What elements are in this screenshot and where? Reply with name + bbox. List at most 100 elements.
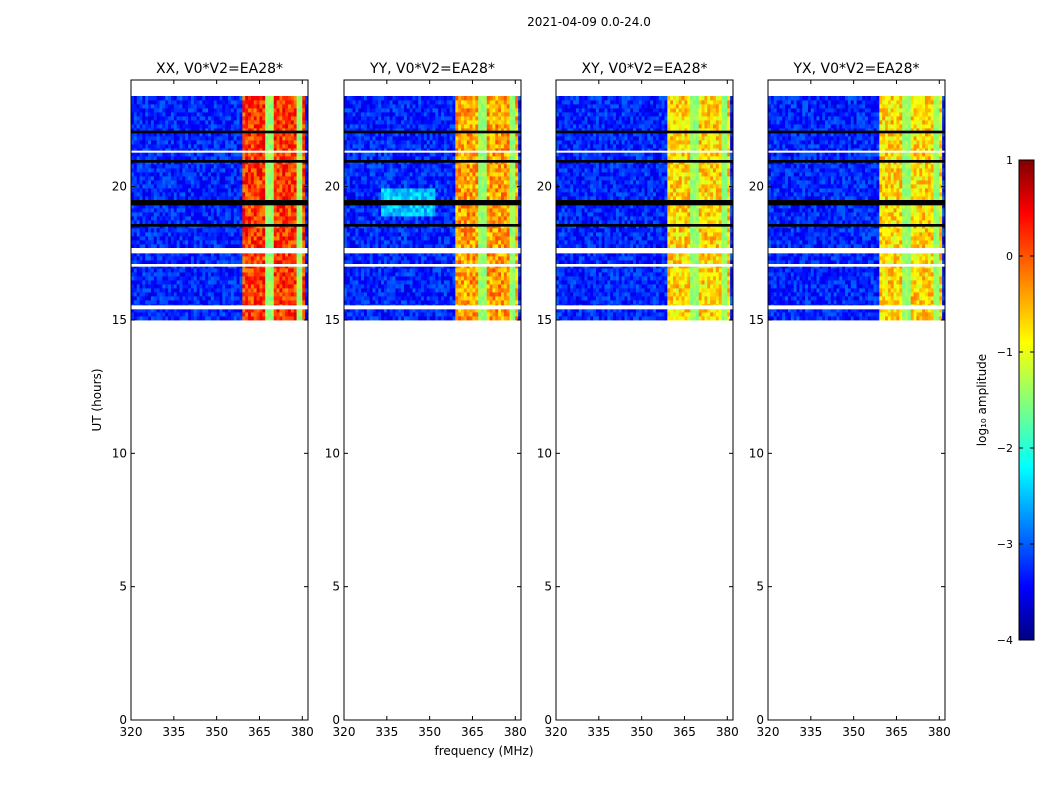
heatmap-cell [423,296,428,301]
heatmap-cell [288,220,292,225]
heatmap-cell [426,272,431,277]
heatmap-cell [182,268,186,273]
heatmap-cell [378,288,382,293]
heatmap-cell [219,104,223,109]
heatmap-cell [165,240,169,245]
heatmap-cell [179,260,183,265]
heatmap-cell [426,288,431,293]
heatmap-cell [179,196,183,201]
heatmap-cell [403,252,408,257]
heatmap-cell [461,244,465,249]
heatmap-cell [185,144,189,149]
heatmap-cell [463,284,468,289]
heatmap-cell [228,124,232,129]
heatmap-cell [489,296,493,301]
heatmap-cell [279,244,283,249]
heatmap-cell [199,240,203,245]
heatmap-cell [213,188,218,193]
heatmap-cell [423,256,428,261]
heatmap-cell [242,176,246,181]
heatmap-cell [208,156,212,161]
heatmap-cell [369,272,373,277]
heatmap-cell [285,252,289,257]
heatmap-cell [219,100,223,105]
heatmap-cell [305,108,309,113]
heatmap-cell [150,172,155,177]
heatmap-cell [182,288,186,293]
heatmap-cell [446,268,451,273]
heatmap-cell [492,236,496,241]
heatmap-cell [495,260,499,265]
heatmap-cell [196,276,200,281]
heatmap-cell [506,252,510,257]
heatmap-cell [193,192,198,197]
heatmap-cell [139,192,143,197]
heatmap-cell [233,128,238,133]
heatmap-cell [443,236,448,241]
heatmap-cell [398,256,402,261]
heatmap-cell [190,292,195,297]
heatmap-cell [363,308,368,313]
heatmap-cell [276,172,280,177]
heatmap-cell [139,316,143,321]
heatmap-cell [302,252,306,257]
heatmap-cell [156,260,160,265]
heatmap-cell [239,284,243,289]
heatmap-cell [219,152,223,157]
heatmap-cell [165,220,169,225]
heatmap-cell [210,128,215,133]
heatmap-cell [205,300,209,305]
heatmap-cell [452,256,456,261]
heatmap-cell [168,284,172,289]
heatmap-cell [188,164,192,169]
heatmap-cell [213,228,218,233]
heatmap-cell [403,288,408,293]
heatmap-cell [245,216,249,221]
heatmap-cell [168,124,172,129]
heatmap-cell [139,212,143,217]
heatmap-cell [242,96,246,101]
heatmap-cell [136,312,140,317]
heatmap-cell [452,260,456,265]
heatmap-cell [372,308,376,313]
heatmap-cell [426,276,431,281]
heatmap-cell [409,316,413,321]
heatmap-cell [426,228,431,233]
heatmap-cell [168,152,172,157]
heatmap-cell [489,272,493,277]
heatmap-cell [256,176,260,181]
heatmap-cell [208,268,212,273]
heatmap-cell [288,112,292,117]
heatmap-cell [285,144,289,149]
heatmap-cell [352,228,356,233]
heatmap-cell [248,196,252,201]
heatmap-cell [273,148,277,153]
heatmap-cell [222,196,226,201]
heatmap-cell [265,144,269,149]
heatmap-cell [262,172,266,177]
heatmap-cell [248,184,252,189]
heatmap-cell [492,276,496,281]
heatmap-cell [173,276,178,281]
heatmap-cell [285,276,289,281]
heatmap-cell [401,256,405,261]
heatmap-cell [398,288,402,293]
heatmap-cell [276,188,280,193]
heatmap-cell [222,236,226,241]
heatmap-cell [142,316,146,321]
heatmap-cell [378,308,382,313]
heatmap-cell [259,104,263,109]
heatmap-cell [273,240,277,245]
heatmap-cell [483,280,488,285]
heatmap-cell [395,296,399,301]
heatmap-cell [501,232,505,237]
heatmap-cell [256,316,260,321]
heatmap-cell [486,280,490,285]
heatmap-cell [268,196,272,201]
heatmap-cell [290,312,295,317]
heatmap-cell [406,316,411,321]
heatmap-cell [245,292,249,297]
heatmap-cell [421,252,425,257]
heatmap-cell [296,96,300,101]
heatmap-cell [199,272,203,277]
